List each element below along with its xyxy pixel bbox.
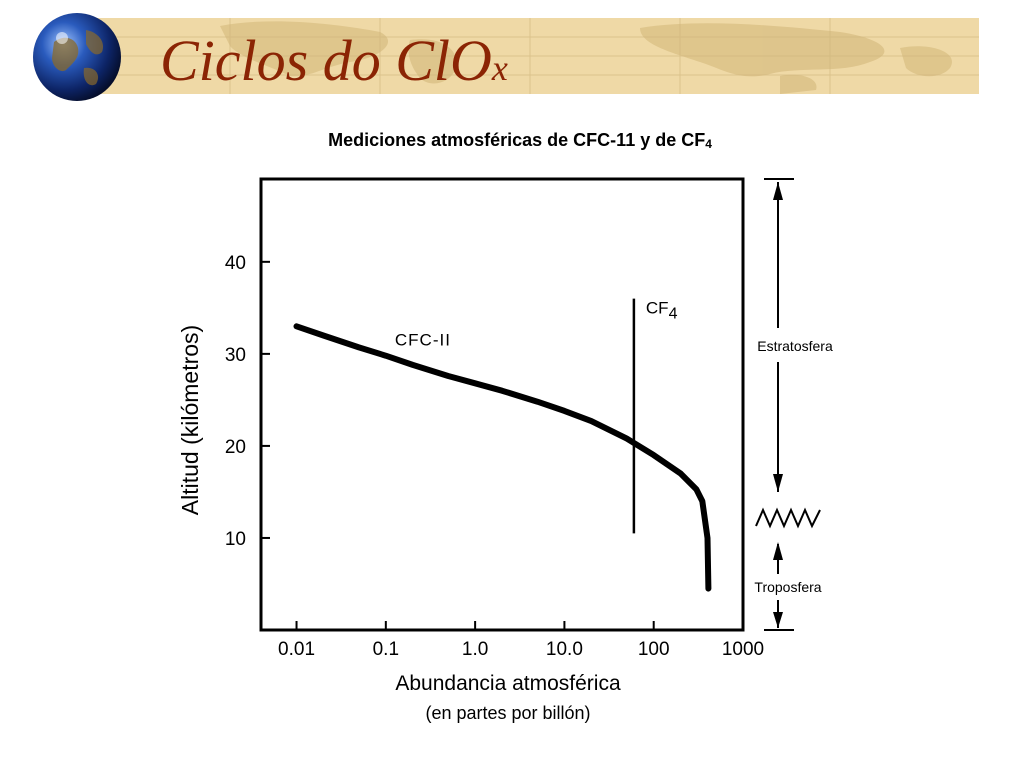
chart-title: Mediciones atmosféricas de CFC-11 y de C… <box>0 130 1024 151</box>
series-label-cf4-subscript: 4 <box>669 305 678 322</box>
globe-icon <box>33 13 121 101</box>
troposphere-label: Troposfera <box>754 579 821 595</box>
series-line-cfc11 <box>293 323 712 592</box>
stratosphere-arrow-up-head <box>773 182 783 200</box>
series-label-cfc11: CFC-II <box>395 331 451 350</box>
x-tick-label: 0.1 <box>373 639 399 660</box>
x-tick-label: 1000 <box>722 639 764 660</box>
x-tick-label: 0.01 <box>278 639 315 660</box>
chart-title-subscript: 4 <box>705 137 712 151</box>
world-map-background <box>80 18 979 94</box>
x-tick-label: 1.0 <box>462 639 488 660</box>
x-tick-label: 100 <box>638 639 670 660</box>
x-tick-label: 10.0 <box>546 639 583 660</box>
stratosphere-arrow-down-head <box>773 474 783 492</box>
slide-title: Ciclos do ClOx <box>160 26 508 103</box>
y-tick-label: 20 <box>225 437 246 458</box>
y-tick-label: 10 <box>225 529 246 550</box>
plot-frame <box>259 177 745 632</box>
slide-title-main: Ciclos do ClO <box>160 28 492 93</box>
stratosphere-label: Estratosfera <box>757 338 833 354</box>
chart-title-main: Mediciones atmosféricas de CFC-11 y de C… <box>328 130 706 150</box>
series-label-cf4-main: CF <box>646 298 669 317</box>
header-banner <box>80 18 979 94</box>
x-axis-label: Abundancia atmosférica <box>395 672 621 695</box>
tropopause-zigzag <box>755 507 821 529</box>
y-tick-label: 40 <box>225 253 246 274</box>
troposphere-arrow-down-head <box>773 612 783 628</box>
slide-title-subscript: x <box>491 48 508 88</box>
y-axis-label: Altitud (kilómetros) <box>177 325 203 515</box>
series-label-cf4: CF4 <box>646 298 678 322</box>
x-axis-sublabel: (en partes por billón) <box>425 703 590 723</box>
y-tick-label: 30 <box>225 345 246 366</box>
